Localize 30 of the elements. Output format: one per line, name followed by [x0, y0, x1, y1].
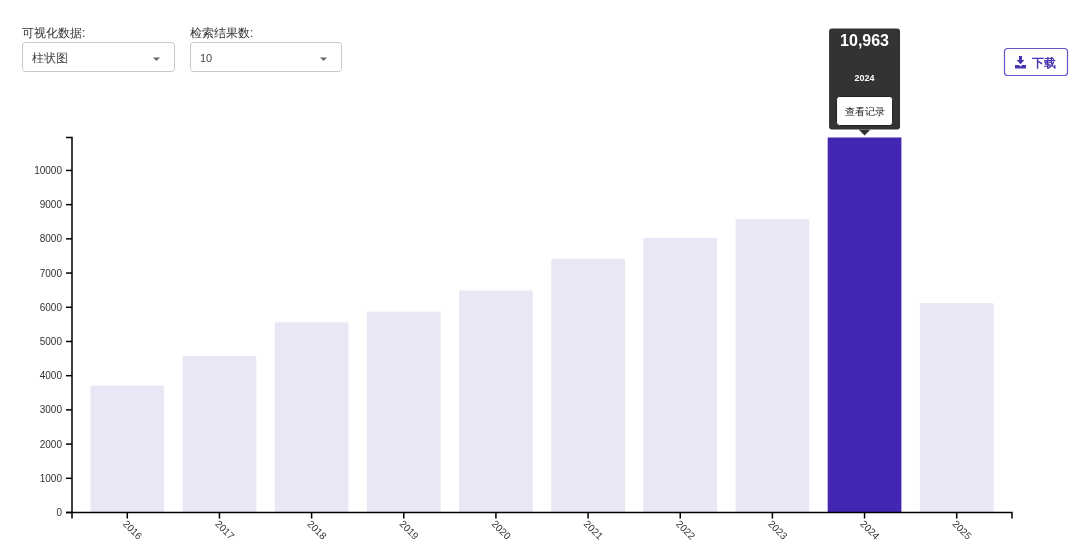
text: 10: [200, 52, 213, 64]
y-tick-label: 7000: [39, 267, 63, 279]
text: 下载: [1031, 55, 1056, 70]
text: 柱状图: [32, 51, 68, 65]
bar: [90, 385, 165, 513]
text: 可视化数据:: [22, 26, 86, 40]
y-tick-label: 0: [56, 507, 63, 518]
bar: [366, 311, 441, 513]
y-tick-label: 2000: [39, 438, 63, 450]
text: 检索结果数:: [190, 26, 254, 40]
y-tick-label: 10000: [34, 164, 63, 176]
text: 2024: [854, 73, 875, 83]
bar: [459, 290, 533, 513]
y-tick-label: 8000: [39, 233, 63, 245]
x-tick-label: 2017: [213, 518, 237, 542]
bar: [551, 258, 625, 513]
text: 10,963: [840, 32, 890, 49]
y-tick-label: 5000: [39, 335, 63, 347]
bar: [643, 237, 718, 513]
bar: [274, 322, 349, 513]
bar: [827, 137, 902, 513]
y-tick-label: 9000: [39, 199, 63, 211]
y-tick-label: 1000: [39, 472, 63, 484]
bar: [919, 303, 994, 513]
y-tick-label: 6000: [39, 301, 63, 313]
text: 查看记录: [844, 105, 885, 117]
bar: [182, 356, 257, 513]
y-tick-label: 3000: [39, 404, 63, 416]
y-tick-label: 4000: [39, 370, 63, 382]
bar: [735, 219, 810, 513]
